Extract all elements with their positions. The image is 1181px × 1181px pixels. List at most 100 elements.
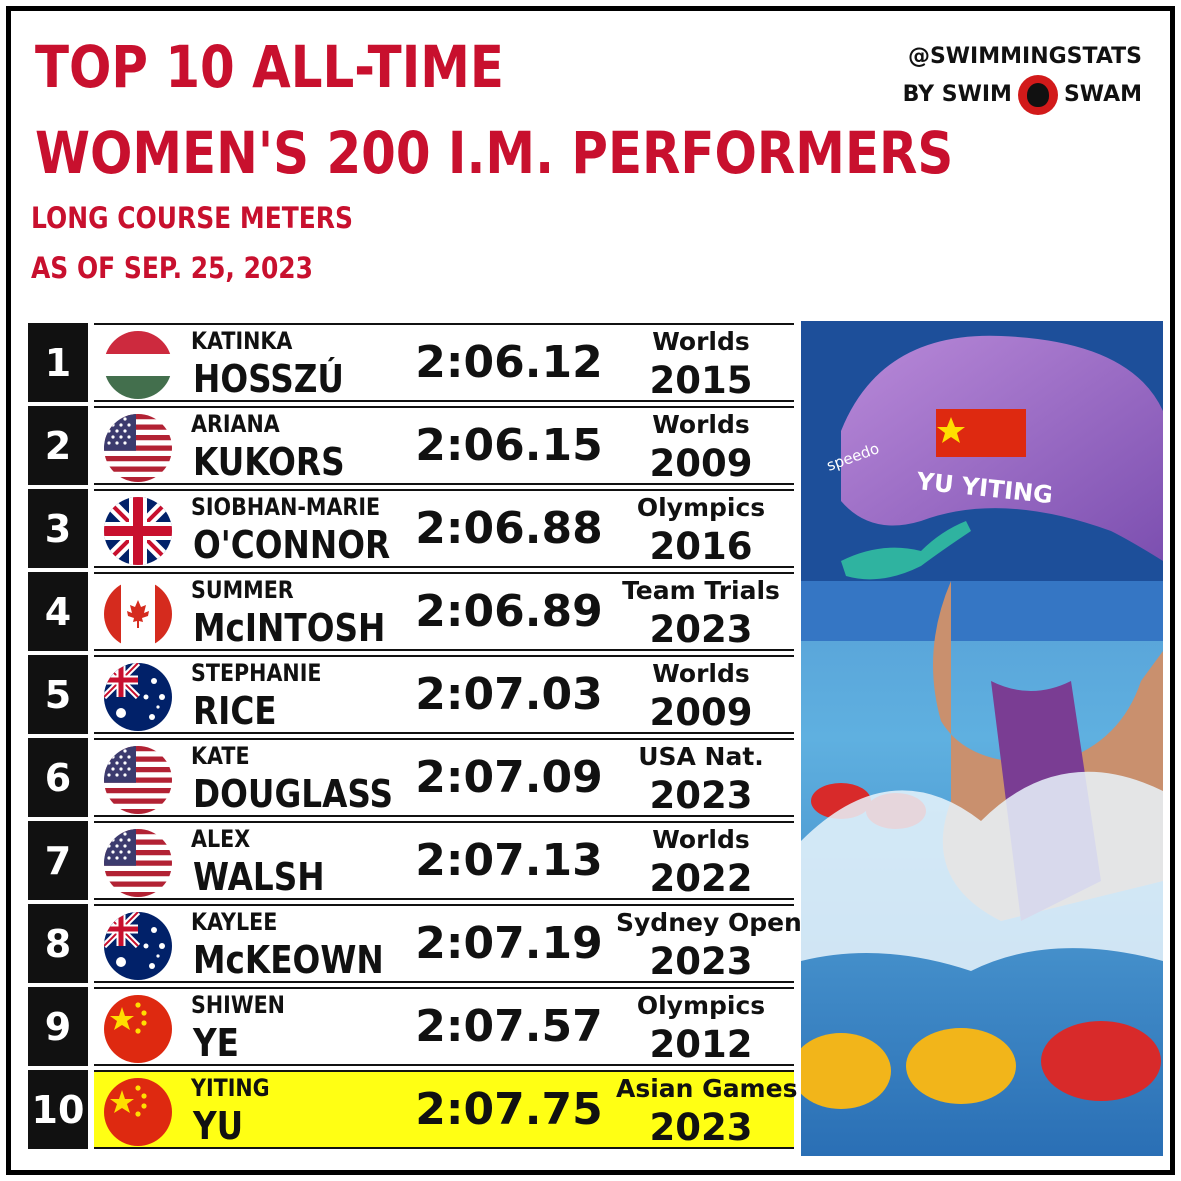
meet-year: 2015 — [649, 359, 753, 402]
canada-flag-icon — [104, 580, 172, 648]
first-name: KAYLEE — [191, 908, 278, 936]
rank-number: 8 — [28, 904, 88, 983]
last-name: McKEOWN — [193, 938, 384, 982]
last-name: DOUGLASS — [193, 772, 393, 816]
brand-by-2: SWAM — [1063, 82, 1142, 107]
row-cell: KATINKA HOSSZÚ 2:06.12 Worlds 2015 — [94, 323, 794, 402]
uk-flag-icon — [104, 497, 172, 565]
brand-handle: @SWIMMINGSTATS — [907, 44, 1142, 69]
rank-number: 10 — [28, 1070, 88, 1149]
first-name: SHIWEN — [191, 991, 285, 1019]
table-row: 8 KAYLEE McKEOWN 2:07.19 Sydney Open 202… — [28, 904, 802, 985]
last-name: WALSH — [193, 855, 325, 899]
first-name: ARIANA — [191, 410, 280, 438]
meet-name: Worlds — [652, 825, 750, 854]
brand-block: @SWIMMINGSTATS BY SWIM SWAM — [903, 39, 1142, 115]
meet-name: Olympics — [636, 493, 766, 522]
swim-time: 2:07.75 — [415, 1084, 603, 1135]
meet-year: 2023 — [649, 608, 753, 651]
swim-time: 2:06.88 — [415, 503, 603, 554]
first-name: KATE — [191, 742, 250, 770]
swim-time: 2:06.15 — [415, 420, 603, 471]
subtitle-course: LONG COURSE METERS — [31, 201, 353, 235]
first-name: KATINKA — [191, 327, 293, 355]
swim-time: 2:07.03 — [415, 669, 603, 720]
swimmer-photo: YU YITING speedo — [801, 321, 1163, 1156]
swim-time: 2:06.12 — [415, 337, 603, 388]
table-row: 1 KATINKA HOSSZÚ 2:06.12 Worlds 2015 — [28, 323, 798, 404]
australia-flag-icon — [104, 663, 172, 731]
first-name: ALEX — [191, 825, 251, 853]
meet-year: 2023 — [649, 1106, 753, 1149]
meet-year: 2016 — [649, 525, 753, 568]
china-flag-icon — [104, 1078, 172, 1146]
title-line-2: WOMEN'S 200 I.M. PERFORMERS — [35, 119, 954, 187]
meet-name: USA Nat. — [638, 742, 764, 771]
table-row: 5 STEPHANIE RICE 2:07.03 Worlds 2009 — [28, 655, 798, 736]
row-cell: ARIANA KUKORS 2:06.15 Worlds 2009 — [94, 406, 794, 485]
rank-number: 9 — [28, 987, 88, 1066]
first-name: SUMMER — [191, 576, 294, 604]
row-cell: KATE DOUGLASS 2:07.09 USA Nat. 2023 — [94, 738, 794, 817]
last-name: McINTOSH — [193, 606, 386, 650]
row-cell: STEPHANIE RICE 2:07.03 Worlds 2009 — [94, 655, 794, 734]
meet-name: Worlds — [652, 327, 750, 356]
rank-number: 1 — [28, 323, 88, 402]
swim-time: 2:06.89 — [415, 586, 603, 637]
rank-number: 6 — [28, 738, 88, 817]
meet-year: 2012 — [649, 1023, 753, 1066]
table-row: 7 ALEX WALSH 2:07.13 Worlds 2022 — [28, 821, 798, 902]
brand-by: BY SWIM — [902, 82, 1012, 107]
meet-name: Worlds — [652, 410, 750, 439]
swim-time: 2:07.13 — [415, 835, 603, 886]
last-name: YU — [193, 1104, 244, 1148]
graphic-frame: TOP 10 ALL-TIME WOMEN'S 200 I.M. PERFORM… — [6, 6, 1175, 1175]
swim-time: 2:07.09 — [415, 752, 603, 803]
table-row: 9 SHIWEN YE 2:07.57 Olympics 2012 — [28, 987, 798, 1068]
row-cell: SHIWEN YE 2:07.57 Olympics 2012 — [94, 987, 794, 1066]
swimswam-logo-icon — [1017, 75, 1058, 115]
meet-year: 2009 — [649, 691, 753, 734]
last-name: O'CONNOR — [193, 523, 391, 567]
table-row: 6 KATE DOUGLASS 2:07.09 USA Nat. 2023 — [28, 738, 798, 819]
last-name: YE — [193, 1021, 239, 1065]
table-row: 4 SUMMER McINTOSH 2:06.89 Team Trials 20… — [28, 572, 798, 653]
first-name: STEPHANIE — [191, 659, 322, 687]
rank-number: 7 — [28, 821, 88, 900]
table-row: 2 ARIANA KUKORS 2:06.15 Worlds 2009 — [28, 406, 798, 487]
meet-name: Sydney Open — [616, 908, 802, 937]
row-cell: YITING YU 2:07.75 Asian Games 2023 — [94, 1070, 798, 1149]
meet-name: Asian Games — [616, 1074, 798, 1103]
meet-name: Team Trials — [622, 576, 780, 605]
table-row: 3 SIOBHAN-MARIE O'CONNOR 2:06.88 Olympic… — [28, 489, 798, 570]
meet-year: 2023 — [649, 940, 753, 983]
meet-year: 2009 — [649, 442, 753, 485]
row-cell: SIOBHAN-MARIE O'CONNOR 2:06.88 Olympics … — [94, 489, 794, 568]
subtitle-date: AS OF SEP. 25, 2023 — [31, 251, 314, 285]
meet-year: 2023 — [649, 774, 753, 817]
table-row: 10 YITING YU 2:07.75 Asian Games 2023 — [28, 1070, 798, 1151]
row-cell: SUMMER McINTOSH 2:06.89 Team Trials 2023 — [94, 572, 794, 651]
swim-time: 2:07.19 — [415, 918, 603, 969]
usa-flag-icon — [104, 829, 172, 897]
row-cell: ALEX WALSH 2:07.13 Worlds 2022 — [94, 821, 794, 900]
hungary-flag-icon — [104, 331, 172, 399]
meet-year: 2022 — [649, 857, 753, 900]
rank-number: 3 — [28, 489, 88, 568]
last-name: KUKORS — [193, 440, 345, 484]
australia-flag-icon — [104, 912, 172, 980]
rank-number: 5 — [28, 655, 88, 734]
title-line-1: TOP 10 ALL-TIME — [35, 33, 504, 101]
meet-name: Worlds — [652, 659, 750, 688]
row-cell: KAYLEE McKEOWN 2:07.19 Sydney Open 2023 — [94, 904, 802, 983]
meet-name: Olympics — [636, 991, 766, 1020]
usa-flag-icon — [104, 746, 172, 814]
rank-number: 4 — [28, 572, 88, 651]
usa-flag-icon — [104, 414, 172, 482]
swim-time: 2:07.57 — [415, 1001, 603, 1052]
first-name: YITING — [191, 1074, 270, 1102]
last-name: RICE — [193, 689, 277, 733]
last-name: HOSSZÚ — [193, 357, 344, 401]
china-flag-icon — [104, 995, 172, 1063]
first-name: SIOBHAN-MARIE — [191, 493, 381, 521]
